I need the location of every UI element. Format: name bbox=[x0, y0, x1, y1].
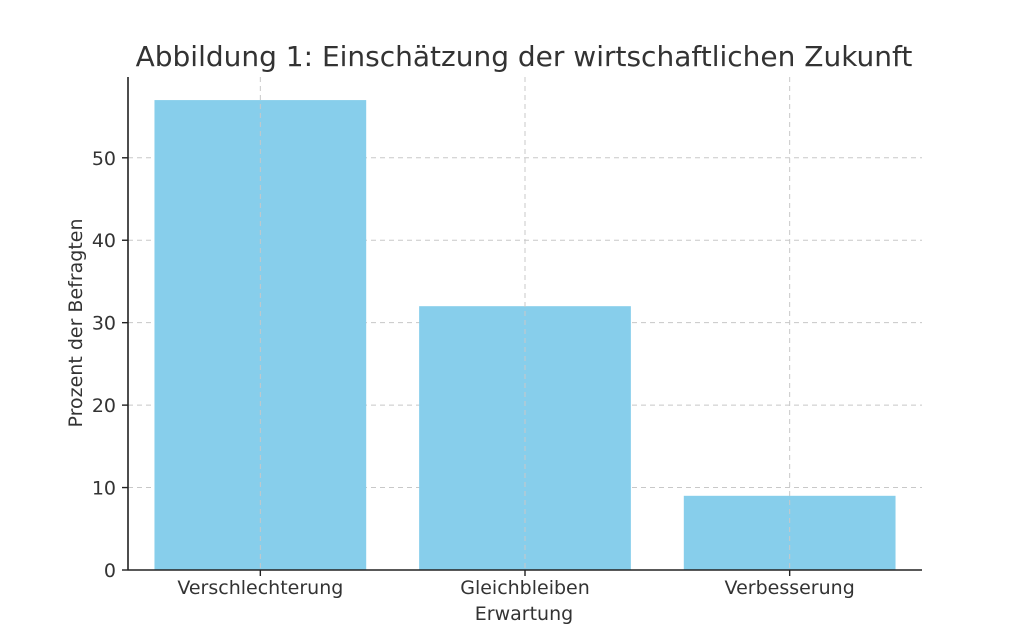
x-tick-label: Verschlechterung bbox=[177, 577, 343, 599]
ticks-layer: 0 10 20 30 40 50 Verschlechterung Gleichbleiben… bbox=[92, 148, 855, 599]
y-tick-label: 50 bbox=[92, 148, 116, 170]
y-axis-label: Prozent der Befragten bbox=[65, 218, 87, 427]
x-tick-label: Verbesserung bbox=[725, 577, 855, 599]
x-axis-label: Erwartung bbox=[475, 603, 573, 625]
y-tick-label: 0 bbox=[104, 560, 116, 582]
bars-layer bbox=[154, 77, 896, 570]
y-tick-label: 10 bbox=[92, 478, 116, 500]
y-tick-label: 30 bbox=[92, 313, 116, 335]
chart-title: Abbildung 1: Einschätzung der wirtschaft… bbox=[136, 40, 913, 73]
y-tick-label: 40 bbox=[92, 230, 116, 252]
y-tick-label: 20 bbox=[92, 395, 116, 417]
x-tick-label: Gleichbleiben bbox=[460, 577, 590, 599]
